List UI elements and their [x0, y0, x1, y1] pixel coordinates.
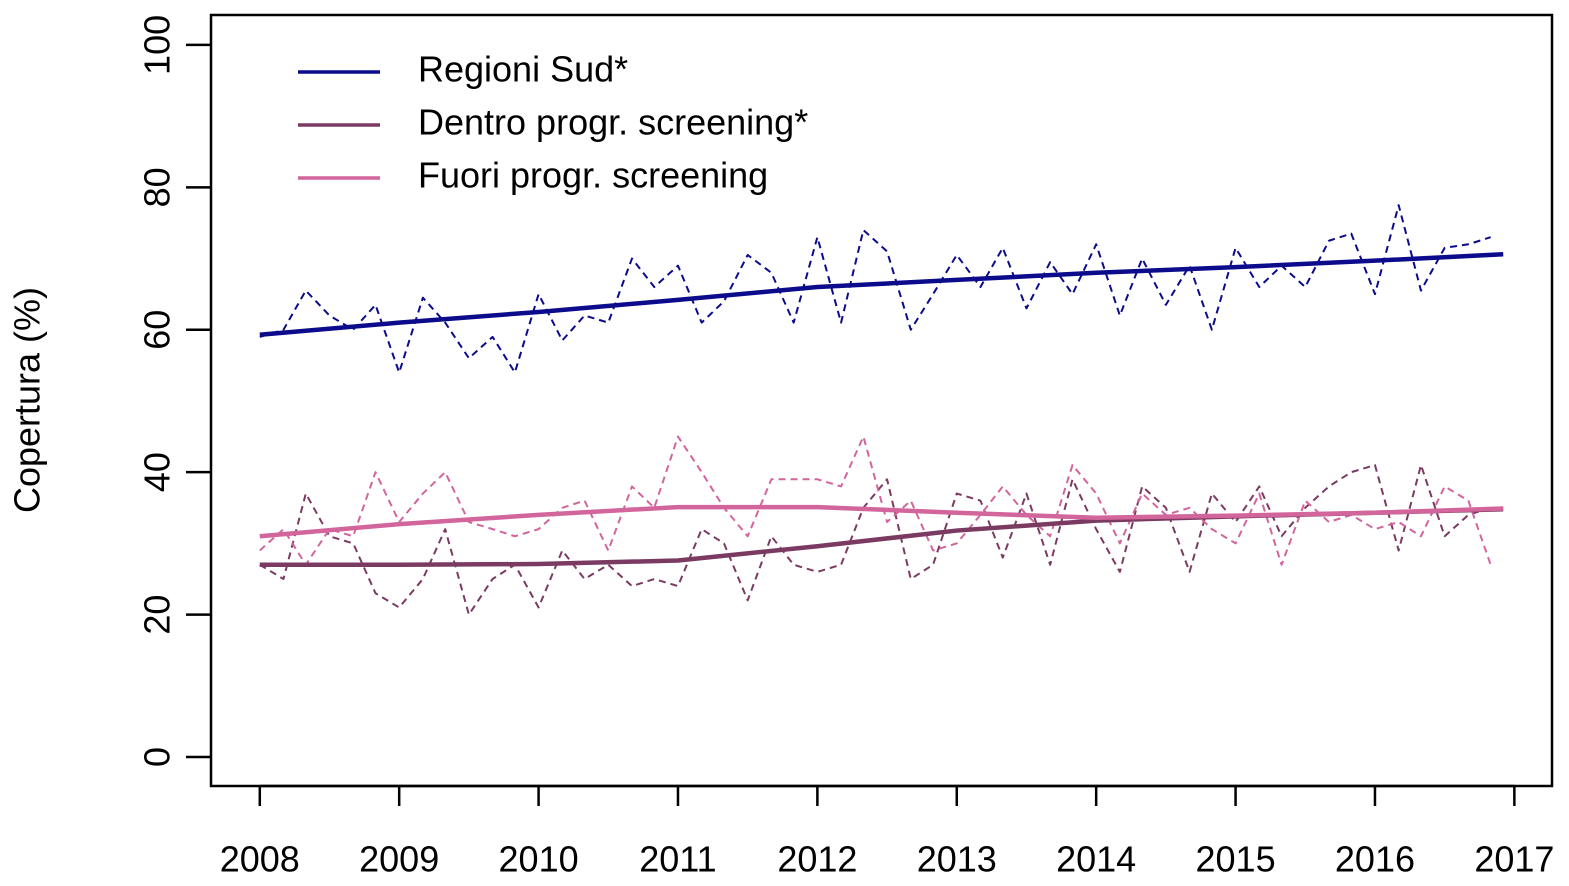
y-tick-label: 100 — [137, 15, 178, 75]
y-tick-label: 0 — [137, 747, 178, 767]
plot-frame — [209, 13, 1554, 788]
y-tick-label: 80 — [137, 167, 178, 207]
legend-label: Dentro progr. screening* — [418, 102, 808, 143]
x-tick-label: 2011 — [639, 839, 716, 880]
y-tick-label: 60 — [137, 310, 178, 350]
y-axis-label: Copertura (%) — [7, 287, 48, 513]
x-tick-label: 2009 — [359, 839, 439, 880]
x-tick-label: 2013 — [917, 839, 997, 880]
x-tick-label: 2017 — [1474, 839, 1554, 880]
trend-line — [259, 252, 1504, 337]
x-tick-label: 2016 — [1335, 839, 1415, 880]
legend-label: Regioni Sud* — [418, 49, 628, 90]
trend-line — [259, 504, 1504, 539]
observed-line — [259, 464, 1491, 616]
x-tick-label: 2012 — [777, 839, 857, 880]
x-tick-label: 2010 — [499, 839, 579, 880]
x-tick-label: 2015 — [1196, 839, 1276, 880]
observed-line — [259, 435, 1492, 566]
y-tick-label: 40 — [137, 452, 178, 492]
y-tick-label: 20 — [137, 595, 178, 635]
observed-line — [259, 204, 1491, 374]
x-tick-label: 2014 — [1056, 839, 1136, 880]
legend-label: Fuori progr. screening — [418, 155, 768, 196]
trend-line — [259, 506, 1504, 567]
x-tick-label: 2008 — [220, 839, 300, 880]
